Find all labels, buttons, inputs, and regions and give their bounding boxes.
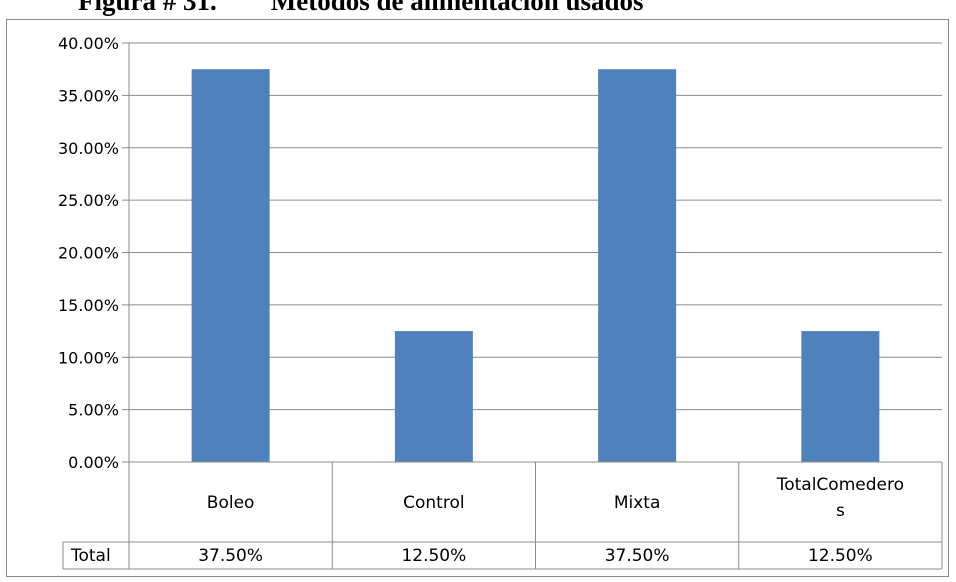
bar — [394, 331, 473, 462]
y-tick-label: 40.00% — [58, 34, 119, 53]
chart-frame: 0.00% 5.00% 10.00% 15.00% 20.00% 25.00% 30.00%… — [6, 19, 949, 577]
table-value-label: 12.50% — [401, 546, 466, 566]
y-tick-label: 20.00% — [58, 244, 119, 263]
figure-caption-text: Figura # 31. Métodos de alimentación usa… — [78, 0, 644, 16]
y-tick-label: 25.00% — [58, 191, 119, 210]
x-category-label: Boleo — [207, 493, 255, 513]
y-tick-label: 15.00% — [58, 296, 119, 315]
bar-chart: 0.00% 5.00% 10.00% 15.00% 20.00% 25.00% 30.00%… — [58, 34, 943, 570]
table-series-label: Total — [70, 546, 111, 566]
table-value-label: 12.50% — [808, 546, 873, 566]
x-category-label: Mixta — [614, 493, 661, 513]
table-value-label: 37.50% — [198, 546, 263, 566]
x-category-label: Control — [403, 493, 464, 513]
bar — [191, 69, 270, 462]
y-tick-label: 30.00% — [58, 139, 119, 158]
bar — [598, 69, 677, 462]
figure-caption: Figura # 31. Métodos de alimentación usa… — [0, 0, 956, 20]
y-tick-label: 35.00% — [58, 86, 119, 105]
table-value-label: 37.50% — [605, 546, 670, 566]
x-category-label: TotalComedero s — [776, 475, 904, 521]
y-tick-label: 5.00% — [68, 401, 119, 420]
y-tick-label: 10.00% — [58, 348, 119, 367]
y-tick-label: 0.00% — [68, 453, 119, 472]
bar — [801, 331, 880, 462]
